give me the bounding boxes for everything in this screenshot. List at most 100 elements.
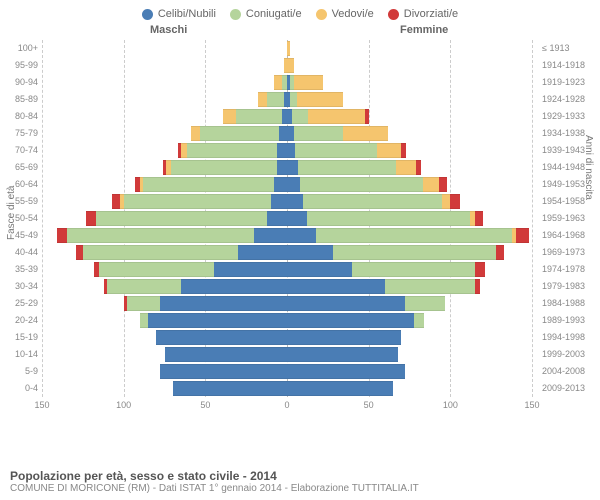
y-right-tick: 1959-1963 xyxy=(542,210,600,227)
y-right-tick: 1999-2003 xyxy=(542,346,600,363)
bar-segment xyxy=(223,109,236,124)
x-tick: 150 xyxy=(34,400,49,410)
y-right-tick: 1924-1928 xyxy=(542,91,600,108)
y-right-tick: 1954-1958 xyxy=(542,193,600,210)
bar-female xyxy=(287,143,406,158)
y-left-tick: 0-4 xyxy=(0,380,38,397)
bar-segment xyxy=(165,347,288,362)
gridline xyxy=(532,40,533,397)
bar-segment xyxy=(171,160,277,175)
bar-male xyxy=(173,381,287,396)
y-right-tick: 1914-1918 xyxy=(542,57,600,74)
bar-male xyxy=(57,228,287,243)
y-right-tick: 1979-1983 xyxy=(542,278,600,295)
legend: Celibi/Nubili Coniugati/e Vedovi/e Divorzia… xyxy=(0,0,600,24)
bar-segment xyxy=(277,143,287,158)
pyramid-row xyxy=(42,313,532,328)
pyramid-plot xyxy=(42,40,532,397)
bar-female xyxy=(287,58,294,73)
bar-segment xyxy=(295,143,377,158)
y-left-ticks: 100+95-9990-9485-8980-8475-7970-7465-696… xyxy=(0,40,38,397)
bar-male xyxy=(94,262,287,277)
y-left-tick: 60-64 xyxy=(0,176,38,193)
bar-female xyxy=(287,381,393,396)
legend-label: Vedovi/e xyxy=(332,8,374,20)
bar-male xyxy=(223,109,287,124)
bar-segment xyxy=(385,279,475,294)
pyramid-row xyxy=(42,381,532,396)
bar-segment xyxy=(238,245,287,260)
bar-female xyxy=(287,330,401,345)
bar-segment xyxy=(156,330,287,345)
legend-label: Divorziati/e xyxy=(404,8,458,20)
bar-female xyxy=(287,126,388,141)
y-right-tick: ≤ 1913 xyxy=(542,40,600,57)
pyramid-row xyxy=(42,194,532,209)
bar-male xyxy=(160,364,287,379)
bar-segment xyxy=(423,177,439,192)
bar-segment xyxy=(298,160,396,175)
bar-segment xyxy=(67,228,255,243)
bar-segment xyxy=(287,330,401,345)
bar-male xyxy=(163,160,287,175)
bar-segment xyxy=(200,126,278,141)
bar-segment xyxy=(416,160,421,175)
y-left-tick: 15-19 xyxy=(0,329,38,346)
bar-male xyxy=(124,296,287,311)
x-tick: 0 xyxy=(284,400,289,410)
bar-segment xyxy=(414,313,424,328)
bar-male xyxy=(258,92,287,107)
gender-headers: Maschi Femmine xyxy=(0,24,600,40)
bar-segment xyxy=(294,126,343,141)
bar-female xyxy=(287,75,323,90)
y-left-tick: 100+ xyxy=(0,40,38,57)
legend-item: Vedovi/e xyxy=(316,8,374,20)
bar-female xyxy=(287,41,290,56)
bar-segment xyxy=(173,381,287,396)
bar-male xyxy=(140,313,287,328)
legend-dot xyxy=(388,9,399,20)
y-left-tick: 90-94 xyxy=(0,74,38,91)
bar-female xyxy=(287,177,447,192)
bar-segment xyxy=(287,245,333,260)
bar-female xyxy=(287,245,504,260)
x-tick: 100 xyxy=(443,400,458,410)
bar-male xyxy=(156,330,287,345)
pyramid-row xyxy=(42,41,532,56)
y-left-tick: 5-9 xyxy=(0,363,38,380)
chart-footer: Popolazione per età, sesso e stato civil… xyxy=(10,469,419,494)
y-left-tick: 50-54 xyxy=(0,210,38,227)
bar-female xyxy=(287,228,529,243)
y-left-tick: 20-24 xyxy=(0,312,38,329)
pyramid-row xyxy=(42,211,532,226)
legend-dot xyxy=(142,9,153,20)
bar-segment xyxy=(365,109,368,124)
bar-female xyxy=(287,279,480,294)
y-right-tick: 1974-1978 xyxy=(542,261,600,278)
y-left-tick: 80-84 xyxy=(0,108,38,125)
pyramid-row xyxy=(42,347,532,362)
pyramid-row xyxy=(42,228,532,243)
bar-female xyxy=(287,364,405,379)
bar-segment xyxy=(287,143,295,158)
bar-segment xyxy=(99,262,213,277)
bar-segment xyxy=(292,109,308,124)
bar-segment xyxy=(160,296,287,311)
bar-segment xyxy=(83,245,238,260)
bar-female xyxy=(287,92,343,107)
legend-item: Coniugati/e xyxy=(230,8,302,20)
bar-segment xyxy=(287,381,393,396)
bar-segment xyxy=(287,160,298,175)
x-tick: 100 xyxy=(116,400,131,410)
y-right-tick: 1964-1968 xyxy=(542,227,600,244)
bar-segment xyxy=(475,262,485,277)
bar-segment xyxy=(352,262,475,277)
bar-segment xyxy=(258,92,268,107)
legend-label: Celibi/Nubili xyxy=(158,8,216,20)
bar-segment xyxy=(307,211,470,226)
bar-segment xyxy=(287,296,405,311)
bar-segment xyxy=(475,279,480,294)
x-tick: 50 xyxy=(200,400,210,410)
y-right-tick: 1919-1923 xyxy=(542,74,600,91)
bar-female xyxy=(287,347,398,362)
